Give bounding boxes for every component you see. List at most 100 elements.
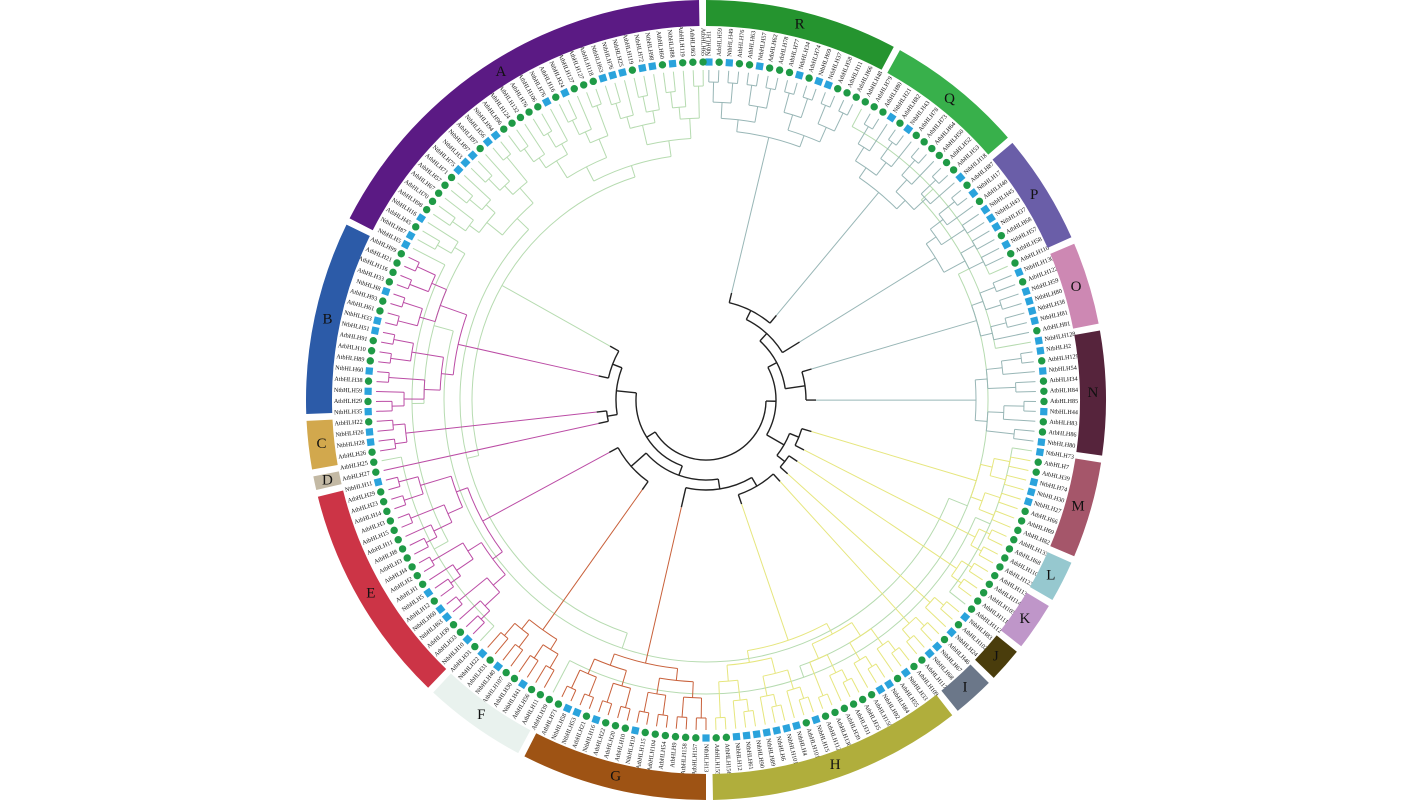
leaf-marker-circle	[681, 733, 690, 742]
group-b-branch	[404, 265, 416, 272]
group-q-branch	[895, 135, 904, 146]
group-n-branch	[1020, 351, 1033, 355]
group-k-branch	[973, 562, 989, 572]
group-h-branch	[867, 668, 877, 683]
group-a-branch	[689, 118, 692, 139]
backbone-branch	[801, 427, 812, 433]
group-i-branch	[902, 616, 917, 630]
group-p-branch	[951, 189, 962, 199]
group-o-stem	[811, 320, 977, 370]
leaf-label: AtbHLH65	[699, 28, 706, 56]
group-a-branch	[533, 153, 545, 163]
group-a-branch	[417, 239, 436, 250]
group-label-b: B	[322, 312, 332, 328]
group-e-branch	[477, 615, 485, 623]
leaf-marker-square	[1035, 448, 1045, 457]
leaf-marker-circle	[611, 721, 620, 730]
backbone-branch	[766, 434, 785, 446]
group-g-branch	[588, 676, 597, 696]
leaf-marker-circle	[502, 668, 510, 677]
group-r-branch	[811, 88, 817, 101]
group-b-branch	[434, 289, 447, 322]
leaf-marker-square	[435, 604, 446, 615]
group-e-branch	[397, 477, 401, 487]
leaf-label: NtbHLH59	[334, 387, 362, 395]
group-a-branch	[452, 221, 466, 232]
group-m-branch	[970, 464, 982, 498]
leaf-marker-square	[932, 641, 943, 652]
leaf-marker-circle	[641, 728, 649, 737]
group-a-branch	[620, 114, 634, 120]
leaf-marker-square	[1040, 407, 1048, 416]
group-h-branch	[771, 706, 776, 723]
group-a-branch	[604, 85, 612, 105]
leaf-marker-square	[364, 387, 372, 395]
group-c-branch	[378, 438, 395, 442]
leaf-marker-square	[517, 679, 528, 690]
group-g-branch	[570, 689, 577, 702]
group-b-branch	[423, 379, 426, 400]
leaf-marker-circle	[368, 448, 376, 456]
leaf-marker-square	[562, 703, 573, 714]
leaf-marker-square	[1030, 316, 1039, 326]
group-g-branch	[665, 715, 669, 728]
group-r-branch	[746, 84, 757, 87]
group-q-branch	[895, 179, 908, 192]
leaf-marker-circle	[834, 85, 842, 93]
leaf-marker-square	[960, 611, 971, 623]
group-a-branch	[450, 241, 459, 254]
backbone-branch	[751, 477, 758, 487]
group-g-branch	[646, 712, 650, 725]
leaf-marker-circle	[418, 580, 427, 589]
group-h-branch	[851, 677, 860, 693]
leaf-marker-square	[991, 221, 1002, 232]
group-e-branch	[467, 542, 482, 552]
group-q-branch	[918, 154, 927, 164]
group-p-stem	[799, 257, 936, 343]
group-q-branch	[938, 174, 949, 184]
group-h-branch	[851, 622, 861, 637]
backbone-branch	[616, 390, 637, 394]
leaf-label: NtbHLH13	[703, 744, 710, 772]
group-a-branch	[670, 91, 674, 108]
group-a-branch	[443, 330, 950, 663]
leaf-marker-circle	[852, 93, 860, 101]
group-b-branch	[376, 410, 393, 412]
group-g-branch	[683, 696, 702, 699]
leaf-marker-square	[1038, 367, 1047, 375]
leaf-marker-circle	[621, 724, 630, 732]
leaf-marker-square	[980, 204, 991, 215]
leaf-marker-square	[752, 730, 761, 739]
leaf-marker-circle	[658, 61, 667, 69]
group-h-branch	[746, 699, 749, 712]
group-r-branch	[800, 98, 809, 118]
leaf-marker-circle	[434, 189, 443, 197]
leaf-marker-square	[732, 732, 741, 741]
leaf-marker-circle	[447, 173, 456, 182]
group-c-branch	[393, 439, 397, 449]
leaf-marker-circle	[1038, 428, 1047, 436]
group-p-branch	[985, 256, 1004, 267]
group-g-branch	[621, 670, 627, 687]
leaf-marker-square	[364, 407, 372, 416]
leaf-marker-circle	[510, 674, 519, 683]
leaf-label: AtbHLH10	[337, 342, 366, 353]
group-e-branch	[440, 586, 454, 597]
group-a-branch	[567, 99, 578, 119]
group-a-branch	[502, 202, 534, 236]
group-r-branch	[817, 123, 835, 132]
group-r-branch	[833, 112, 844, 132]
leaf-marker-circle	[366, 357, 374, 365]
leaf-label: AtbHLH91	[339, 331, 368, 343]
leaf-marker-circle	[1014, 526, 1022, 535]
leaf-marker-square	[381, 286, 391, 296]
leaf-label: NtbHLH80	[1047, 439, 1076, 449]
group-a-branch	[851, 108, 862, 127]
group-m-branch	[989, 475, 1006, 481]
leaf-markers	[364, 58, 1048, 742]
leaf-marker-circle	[367, 347, 376, 355]
group-h-branch	[760, 693, 774, 698]
group-o-branch	[979, 286, 995, 294]
leaf-marker-square	[591, 715, 601, 725]
leaf-marker-circle	[628, 66, 637, 74]
